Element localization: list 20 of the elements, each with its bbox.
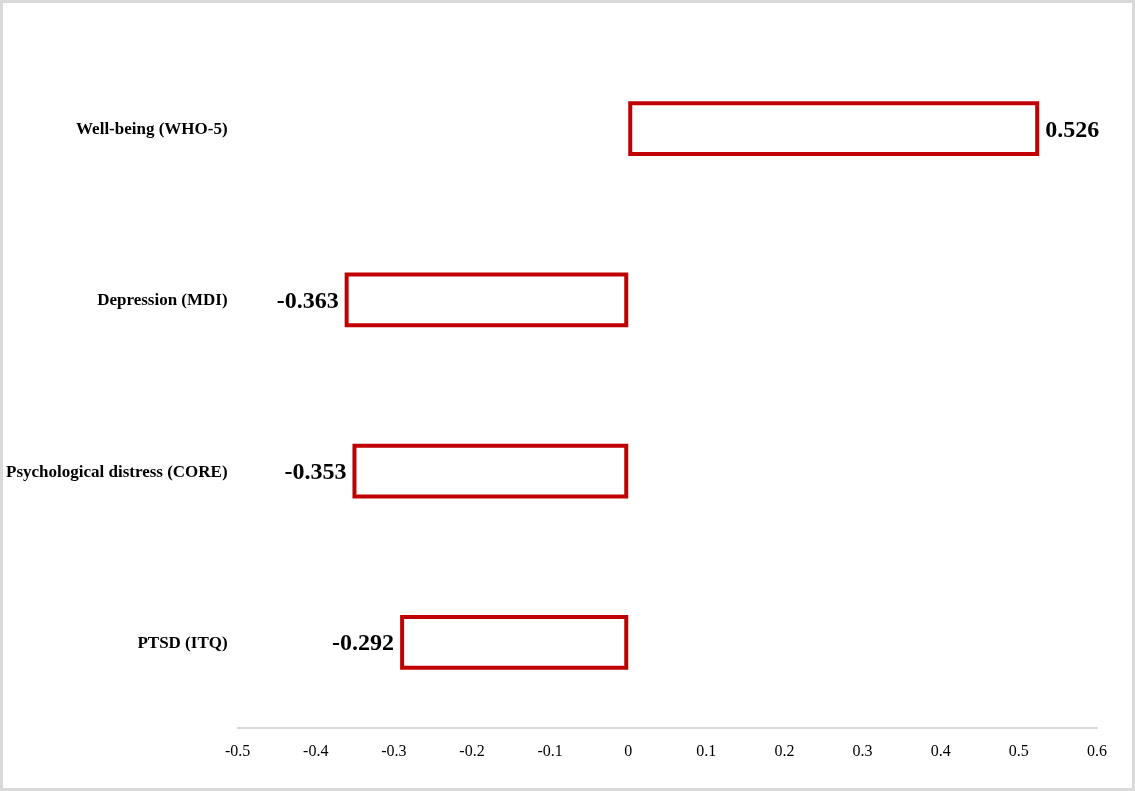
x-tick-label: -0.3 — [381, 741, 407, 759]
x-tick-label: -0.5 — [224, 741, 251, 759]
x-tick-label: 0.1 — [696, 741, 717, 759]
x-tick-label: 0.2 — [774, 741, 795, 759]
x-tick-label: -0.2 — [459, 741, 485, 759]
data-label: 0.526 — [1045, 115, 1100, 142]
x-tick-label: 0.3 — [852, 741, 873, 759]
x-tick-label: -0.4 — [303, 741, 329, 759]
x-tick-label: 0 — [624, 741, 633, 759]
y-tick-label: Depression (MDI) — [97, 290, 228, 310]
x-tick-label: -0.1 — [537, 741, 563, 759]
x-tick-label: 0.5 — [1008, 741, 1029, 759]
y-tick-label: PTSD (ITQ) — [137, 632, 228, 652]
data-label: -0.292 — [332, 629, 395, 656]
y-tick-label: Well-being (WHO-5) — [76, 119, 228, 139]
data-label: -0.353 — [284, 458, 347, 485]
y-tick-label: Psychological distress (CORE) — [6, 461, 228, 481]
x-tick-label: 0.4 — [930, 741, 951, 759]
x-tick-label: 0.6 — [1087, 741, 1107, 759]
data-label: -0.363 — [276, 286, 339, 313]
